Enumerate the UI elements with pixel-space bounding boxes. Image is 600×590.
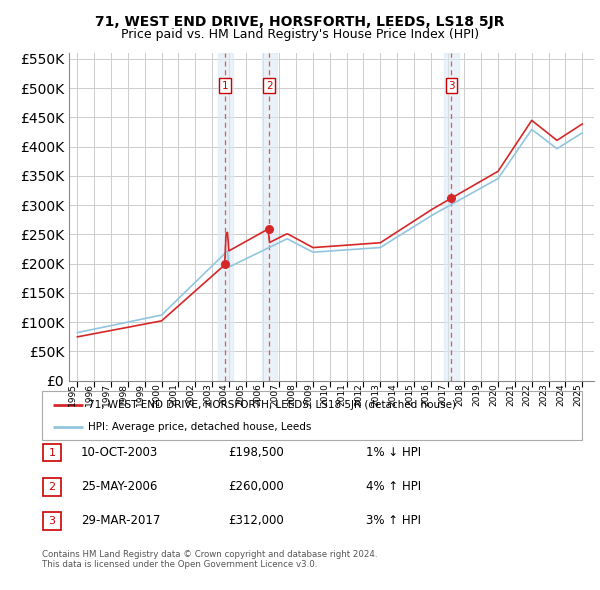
Text: 2025: 2025 [573,384,582,407]
Text: 2020: 2020 [489,384,498,407]
Bar [444,53,459,381]
Text: 2012: 2012 [355,384,364,407]
Text: 2: 2 [266,81,272,91]
Text: 2005: 2005 [236,384,245,407]
Text: 2014: 2014 [388,384,397,407]
Text: 2016: 2016 [422,384,431,407]
Text: 2007: 2007 [271,384,280,407]
Text: 2011: 2011 [338,384,347,407]
Text: 29-MAR-2017: 29-MAR-2017 [81,514,160,527]
Text: 2019: 2019 [472,384,481,407]
Text: 2000: 2000 [152,384,161,407]
Text: 1: 1 [222,81,229,91]
Text: 1996: 1996 [85,384,94,407]
Text: 2001: 2001 [169,384,178,407]
Text: 2008: 2008 [287,384,296,407]
Text: 2015: 2015 [405,384,414,407]
Text: 1998: 1998 [119,384,128,407]
Text: 1995: 1995 [68,384,77,407]
Text: 2006: 2006 [254,384,263,407]
Text: £260,000: £260,000 [228,480,284,493]
Text: 2002: 2002 [186,384,195,407]
Bar [262,53,277,381]
Text: 2017: 2017 [439,384,448,407]
Text: This data is licensed under the Open Government Licence v3.0.: This data is licensed under the Open Gov… [42,560,317,569]
Text: 2024: 2024 [556,384,565,406]
Text: 2021: 2021 [506,384,515,407]
Text: 3% ↑ HPI: 3% ↑ HPI [366,514,421,527]
Text: 2023: 2023 [539,384,548,407]
Text: £312,000: £312,000 [228,514,284,527]
Text: 1% ↓ HPI: 1% ↓ HPI [366,446,421,459]
Text: 2003: 2003 [203,384,212,407]
Text: 2010: 2010 [321,384,330,407]
Text: 25-MAY-2006: 25-MAY-2006 [81,480,157,493]
Text: 2013: 2013 [371,384,380,407]
Text: Price paid vs. HM Land Registry's House Price Index (HPI): Price paid vs. HM Land Registry's House … [121,28,479,41]
Text: 2004: 2004 [220,384,229,407]
Text: 2: 2 [49,482,55,491]
Bar [218,53,233,381]
Text: 2018: 2018 [455,384,464,407]
Text: £198,500: £198,500 [228,446,284,459]
Text: 2009: 2009 [304,384,313,407]
Text: 1999: 1999 [136,384,145,407]
Text: 3: 3 [49,516,55,526]
Text: 1: 1 [49,448,55,457]
Text: Contains HM Land Registry data © Crown copyright and database right 2024.: Contains HM Land Registry data © Crown c… [42,550,377,559]
Text: HPI: Average price, detached house, Leeds: HPI: Average price, detached house, Leed… [88,422,311,432]
Text: 71, WEST END DRIVE, HORSFORTH, LEEDS, LS18 5JR: 71, WEST END DRIVE, HORSFORTH, LEEDS, LS… [95,15,505,29]
Text: 10-OCT-2003: 10-OCT-2003 [81,446,158,459]
Text: 3: 3 [448,81,455,91]
Text: 71, WEST END DRIVE, HORSFORTH, LEEDS, LS18 5JR (detached house): 71, WEST END DRIVE, HORSFORTH, LEEDS, LS… [88,399,456,409]
Text: 1997: 1997 [102,384,111,407]
Text: 2022: 2022 [523,384,532,406]
Text: 4% ↑ HPI: 4% ↑ HPI [366,480,421,493]
